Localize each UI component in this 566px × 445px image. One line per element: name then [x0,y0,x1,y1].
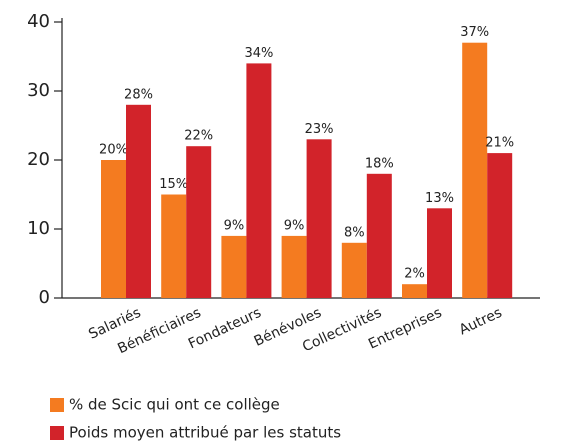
bar [101,160,126,298]
bar [487,153,513,298]
value-label: 37% [460,25,489,40]
value-label: 8% [344,225,365,240]
y-tick-label: 40 [27,11,50,32]
bar [161,194,187,298]
bar [221,235,247,298]
bar [462,42,488,299]
bar [246,63,272,299]
x-tick-label: Autres [457,305,505,339]
value-label: 9% [224,218,245,233]
y-tick-label: 20 [27,149,50,170]
bar [427,208,452,298]
value-label: 13% [425,191,454,206]
bar [306,139,332,298]
y-tick-label: 0 [39,287,50,308]
y-tick-label: 30 [27,80,50,101]
bar [126,104,151,298]
legend-swatch [50,398,64,412]
value-label: 23% [305,122,334,137]
legend-label: % de Scic qui ont ce collège [69,396,280,414]
value-label: 22% [184,129,213,144]
value-label: 20% [99,143,128,158]
legend-swatch [50,426,64,440]
legend-label: Poids moyen attribué par les statuts [69,424,341,442]
value-label: 2% [404,267,425,282]
value-label: 28% [124,87,153,102]
value-label: 21% [485,136,514,151]
bar [402,284,427,298]
bar [281,235,307,298]
bar [341,242,367,298]
bar [366,173,392,298]
value-label: 34% [244,46,273,61]
value-label: 9% [284,218,305,233]
bar [186,146,212,298]
value-label: 18% [365,156,394,171]
y-tick-label: 10 [27,218,50,239]
value-label: 15% [159,177,188,192]
